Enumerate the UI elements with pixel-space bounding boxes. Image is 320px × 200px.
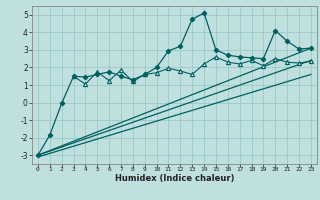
X-axis label: Humidex (Indice chaleur): Humidex (Indice chaleur) [115, 174, 234, 183]
